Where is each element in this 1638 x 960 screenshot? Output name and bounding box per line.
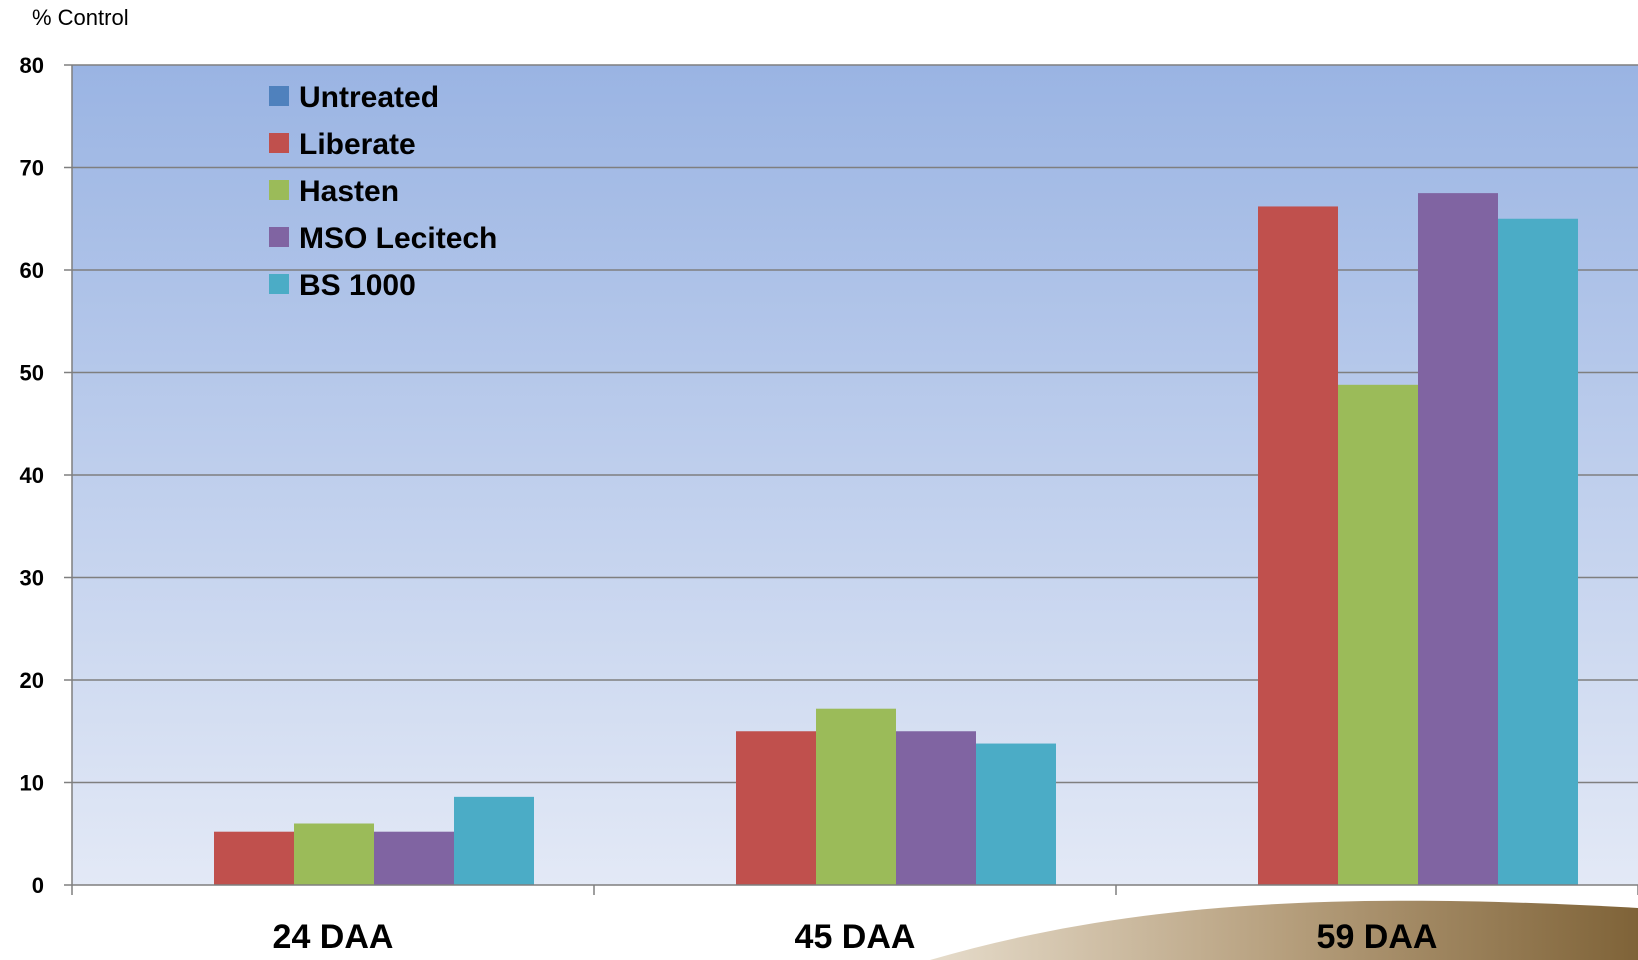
legend-swatch [269,274,289,294]
y-tick-label: 50 [20,361,44,386]
y-tick-label: 10 [20,771,44,796]
y-tick-label: 70 [20,156,44,181]
bar-liberate [214,831,294,885]
y-tick-label: 40 [20,463,44,488]
legend-label: Liberate [299,128,416,161]
y-tick-label: 0 [32,873,44,898]
bar-mso-lecitech [896,731,976,885]
legend-swatch [269,180,289,200]
legend-label: MSO Lecitech [299,222,497,255]
legend-swatch [269,133,289,153]
category-labels: 24 DAA 45 DAA 59 DAA [273,918,1438,956]
y-tick-label: 20 [20,668,44,693]
y-tick-label: 30 [20,566,44,591]
y-tick-label: 80 [20,53,44,78]
bar-liberate [1258,206,1338,885]
y-tick-labels: 0 10 20 30 40 50 60 70 80 [20,53,44,898]
legend-swatch [269,227,289,247]
category-label: 45 DAA [795,918,916,956]
y-tick-label: 60 [20,258,44,283]
axes [71,65,1638,895]
legend-label: Untreated [299,81,439,114]
bar-hasten [816,708,896,885]
legend-label: Hasten [299,175,399,208]
category-label: 24 DAA [273,918,394,956]
bar-bs-1000 [1498,218,1578,885]
bar-bs-1000 [454,796,534,885]
y-axis-label: % Control [32,5,129,30]
bar-hasten [1338,384,1418,885]
bar-liberate [736,731,816,885]
legend-label: BS 1000 [299,269,416,302]
decorative-swoosh [930,900,1638,960]
bar-mso-lecitech [374,831,454,885]
legend: Untreated Liberate Hasten MSO Lecitech BS 10… [269,81,497,302]
bars [214,193,1578,885]
legend-swatch [269,86,289,106]
bar-bs-1000 [976,743,1056,885]
category-label: 59 DAA [1317,918,1438,956]
bar-mso-lecitech [1418,193,1498,885]
bar-hasten [294,823,374,885]
